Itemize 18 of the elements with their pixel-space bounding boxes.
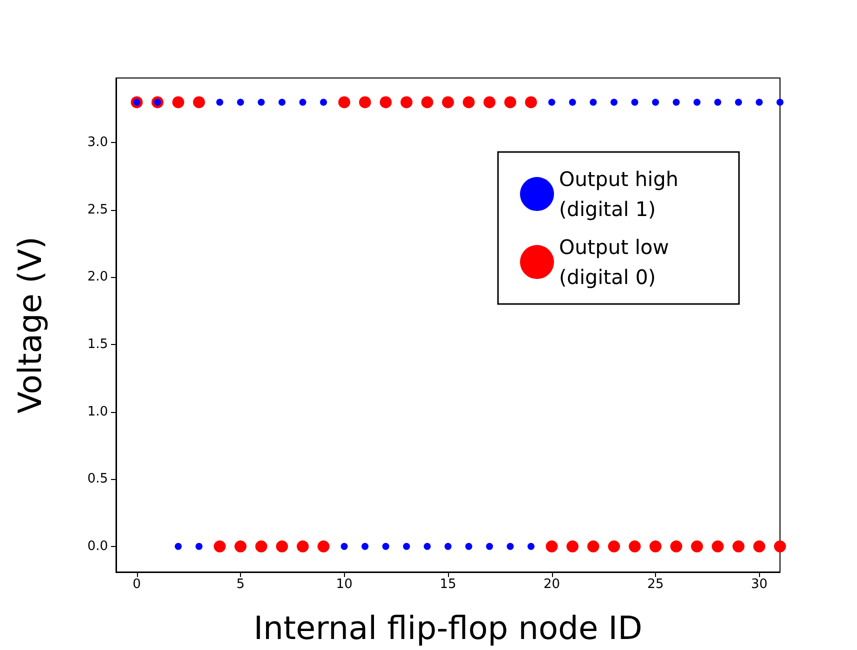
x-tick-label: 5 (236, 577, 245, 592)
y-tick-label: 3.0 (87, 135, 108, 150)
y-tick-label: 2.0 (87, 270, 108, 285)
legend-label: Output low (digital 0) (559, 235, 676, 289)
x-tick-label: 25 (647, 577, 664, 592)
y-tick-label: 1.0 (87, 404, 108, 420)
y-tick-label: 0.5 (87, 472, 108, 487)
y-tick-label: 0.0 (87, 538, 108, 554)
y-tick-label: 1.5 (87, 337, 108, 352)
y-tick-label: 2.5 (87, 202, 108, 218)
x-tick-label: 20 (543, 577, 560, 592)
x-tick-label: 30 (750, 577, 768, 592)
x-tick-label: 15 (440, 577, 456, 592)
x-axis-title: Internal flip-flop node ID (254, 609, 642, 647)
x-tick-label: 10 (336, 577, 353, 592)
x-tick-label: 0 (132, 577, 141, 592)
legend-label: Output high (digital 1) (559, 167, 685, 221)
y-axis-title: Voltage (V) (11, 236, 49, 414)
